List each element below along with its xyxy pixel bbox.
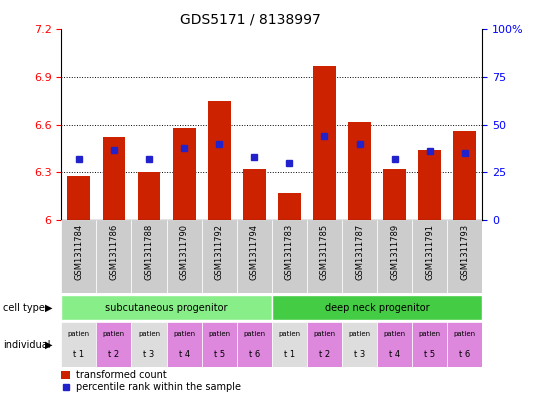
Bar (412, 220, 447, 293)
Text: t 5: t 5 (424, 350, 435, 359)
Title: GDS5171 / 8138997: GDS5171 / 8138997 (180, 13, 321, 27)
Bar (342, 220, 377, 293)
Bar (61, 220, 96, 293)
Text: GSM1311785: GSM1311785 (320, 224, 329, 280)
Bar (96, 220, 132, 293)
Bar (96, 322, 132, 367)
Text: deep neck progenitor: deep neck progenitor (325, 303, 430, 312)
Bar (132, 322, 166, 367)
Text: individual: individual (3, 340, 50, 350)
Text: subcutaneous progenitor: subcutaneous progenitor (106, 303, 228, 312)
Text: transformed count: transformed count (76, 370, 167, 380)
Bar (61, 295, 272, 320)
Bar (383, 169, 406, 220)
Text: t 2: t 2 (319, 350, 330, 359)
Text: t 3: t 3 (354, 350, 365, 359)
Bar (201, 322, 237, 367)
Bar (237, 220, 272, 293)
Text: patien: patien (278, 331, 301, 336)
Bar (166, 220, 201, 293)
Text: GSM1311794: GSM1311794 (250, 224, 259, 280)
Text: cell type: cell type (3, 303, 45, 312)
Text: GSM1311792: GSM1311792 (215, 224, 224, 280)
Bar (377, 322, 412, 367)
Text: t 1: t 1 (284, 350, 295, 359)
Text: GSM1311783: GSM1311783 (285, 224, 294, 280)
Bar (348, 121, 371, 220)
Text: t 4: t 4 (389, 350, 400, 359)
Bar (307, 322, 342, 367)
Text: patien: patien (68, 331, 90, 336)
Text: t 1: t 1 (73, 350, 84, 359)
Bar (102, 138, 125, 220)
Text: GSM1311789: GSM1311789 (390, 224, 399, 280)
Text: GSM1311790: GSM1311790 (180, 224, 189, 280)
Bar (377, 220, 412, 293)
Bar (68, 176, 90, 220)
Text: ▶: ▶ (45, 303, 53, 312)
Bar (166, 322, 201, 367)
Text: t 2: t 2 (108, 350, 119, 359)
Text: patien: patien (208, 331, 230, 336)
Text: t 4: t 4 (179, 350, 190, 359)
Bar (208, 101, 231, 220)
Bar (237, 322, 272, 367)
Text: GSM1311791: GSM1311791 (425, 224, 434, 280)
Bar (61, 371, 70, 379)
Bar (61, 322, 96, 367)
Text: patien: patien (454, 331, 476, 336)
Text: patien: patien (349, 331, 370, 336)
Text: patien: patien (313, 331, 336, 336)
Bar (201, 220, 237, 293)
Bar (342, 322, 377, 367)
Text: patien: patien (418, 331, 441, 336)
Bar (447, 322, 482, 367)
Text: patien: patien (138, 331, 160, 336)
Bar (132, 220, 166, 293)
Text: t 6: t 6 (459, 350, 471, 359)
Bar (272, 322, 307, 367)
Bar (454, 131, 476, 220)
Text: GSM1311787: GSM1311787 (355, 224, 364, 280)
Text: GSM1311788: GSM1311788 (144, 224, 154, 280)
Bar (138, 173, 160, 220)
Bar (272, 220, 307, 293)
Text: patien: patien (173, 331, 195, 336)
Bar (272, 295, 482, 320)
Bar (313, 66, 336, 220)
Bar (173, 128, 196, 220)
Bar (418, 150, 441, 220)
Bar (307, 220, 342, 293)
Text: GSM1311786: GSM1311786 (109, 224, 118, 280)
Bar (447, 220, 482, 293)
Text: t 6: t 6 (249, 350, 260, 359)
Text: patien: patien (103, 331, 125, 336)
Text: t 3: t 3 (143, 350, 155, 359)
Text: t 5: t 5 (214, 350, 225, 359)
Bar (278, 193, 301, 220)
Text: GSM1311784: GSM1311784 (74, 224, 83, 280)
Text: ▶: ▶ (45, 340, 53, 350)
Text: patien: patien (243, 331, 265, 336)
Text: percentile rank within the sample: percentile rank within the sample (76, 382, 241, 392)
Bar (412, 322, 447, 367)
Bar (243, 169, 265, 220)
Text: GSM1311793: GSM1311793 (461, 224, 470, 280)
Text: patien: patien (384, 331, 406, 336)
